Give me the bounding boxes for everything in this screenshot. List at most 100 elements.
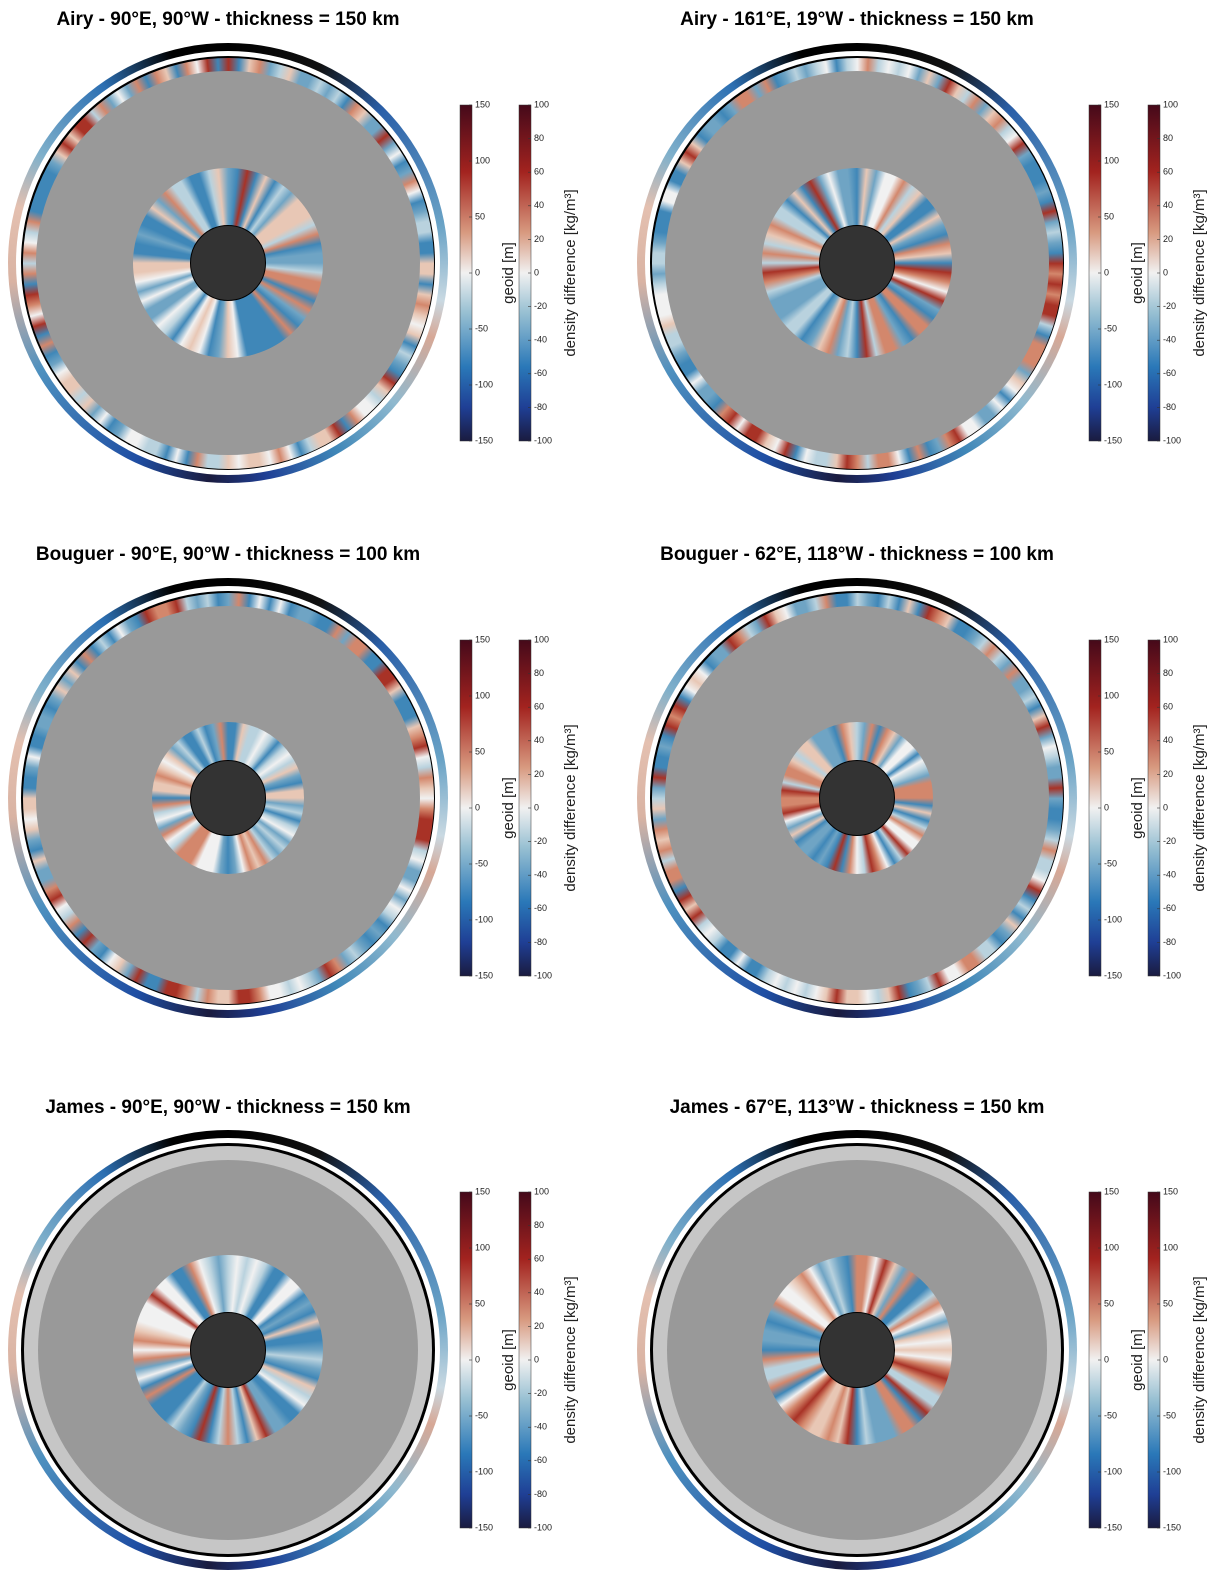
- colorbar-tick-label: 0: [1163, 267, 1168, 277]
- colorbar-tick-label: -60: [534, 368, 547, 378]
- colorbar-tick-label: -50: [1104, 1410, 1117, 1420]
- colorbar-tick-label: -40: [1163, 335, 1176, 345]
- colorbar-tick-label: 50: [475, 1298, 485, 1308]
- colorbar-tick-label: -100: [534, 970, 552, 980]
- colorbar-tick-label: -50: [475, 323, 488, 333]
- colorbar-tick-label: 20: [534, 769, 544, 779]
- panel-title: Bouguer - 62°E, 118°W - thickness = 100 …: [660, 544, 1054, 565]
- colorbar-tick-label: 150: [1104, 634, 1119, 644]
- colorbar-tick-label: -80: [534, 402, 547, 412]
- colorbar-tick-label: -100: [1104, 379, 1122, 389]
- colorbar-tick-label: -50: [475, 858, 488, 868]
- colorbar-tick-label: -80: [534, 937, 547, 947]
- colorbar-tick-label: 0: [534, 802, 539, 812]
- colorbar-tick-label: 0: [1163, 802, 1168, 812]
- colorbar-tick-label: -100: [534, 1522, 552, 1532]
- colorbar-tick-label: 80: [1163, 668, 1173, 678]
- colorbar-tick-label: 0: [1104, 267, 1109, 277]
- colorbar-tick-label: -20: [1163, 836, 1176, 846]
- colorbar-tick-label: 20: [1163, 234, 1173, 244]
- colorbar-tick-label: 100: [1104, 155, 1119, 165]
- colorbar-tick-label: 50: [1104, 1298, 1114, 1308]
- panel-title: James - 67°E, 113°W - thickness = 150 km: [670, 1097, 1045, 1118]
- figure: Airy - 90°E, 90°W - thickness = 150 km -1…: [0, 0, 1219, 1576]
- colorbar-tick-label: -50: [1104, 858, 1117, 868]
- colorbar-tick-label: -100: [1163, 435, 1181, 445]
- colorbar-tick-label: 50: [475, 211, 485, 221]
- colorbar-tick-label: -150: [1104, 435, 1122, 445]
- colorbar-tick-label: -60: [534, 1455, 547, 1465]
- colorbar-tick-label: 80: [534, 668, 544, 678]
- colorbar-tick-label: 100: [1104, 1242, 1119, 1252]
- colorbar-tick-label: -100: [475, 914, 493, 924]
- colorbar-tick-label: 100: [534, 99, 549, 109]
- colorbar-tick-label: 20: [534, 1321, 544, 1331]
- colorbar-label: density difference [kg/m³]: [562, 189, 579, 356]
- colorbar-tick-label: -150: [1163, 1522, 1181, 1532]
- colorbar-tick-label: -60: [1163, 903, 1176, 913]
- colorbar-tick-label: -80: [1163, 937, 1176, 947]
- colorbar-tick-label: 40: [1163, 200, 1173, 210]
- colorbar-label: density difference [kg/m³]: [1191, 724, 1208, 891]
- colorbar-tick-label: -40: [534, 1422, 547, 1432]
- colorbar-tick-label: 20: [534, 234, 544, 244]
- colorbar-tick-label: -100: [1104, 1466, 1122, 1476]
- colorbar-tick-label: 0: [534, 267, 539, 277]
- colorbar-tick-label: -80: [1163, 402, 1176, 412]
- colorbar-tick-label: -40: [534, 870, 547, 880]
- colorbar-label: geoid [m]: [500, 777, 517, 839]
- colorbar-tick-label: 100: [534, 634, 549, 644]
- colorbar-label: density difference [kg/m³]: [562, 1276, 579, 1443]
- colorbar-tick-label: 0: [534, 1354, 539, 1364]
- colorbar-tick-label: -20: [1163, 301, 1176, 311]
- chart: Airy - 90°E, 90°W - thickness = 150 km -1…: [0, 0, 1219, 1576]
- colorbar-tick-label: 40: [534, 200, 544, 210]
- panel-title: Airy - 90°E, 90°W - thickness = 150 km: [56, 9, 399, 30]
- colorbar-tick-label: -40: [534, 335, 547, 345]
- colorbar-tick-label: -60: [1163, 368, 1176, 378]
- colorbar-tick-label: 150: [1104, 1186, 1119, 1196]
- colorbar-tick-label: 0: [1104, 802, 1109, 812]
- colorbar-tick-label: -100: [1163, 970, 1181, 980]
- colorbar-tick-label: -100: [534, 435, 552, 445]
- colorbar-tick-label: -100: [475, 379, 493, 389]
- colorbar-tick-label: 80: [1163, 133, 1173, 143]
- colorbar-label: geoid [m]: [500, 1329, 517, 1391]
- colorbar-tick-label: 100: [1163, 99, 1178, 109]
- colorbar-label: geoid [m]: [500, 242, 517, 304]
- colorbar-label: density difference [kg/m³]: [1191, 1276, 1208, 1443]
- colorbar-tick-label: 100: [475, 1242, 490, 1252]
- colorbar-tick-label: -20: [534, 836, 547, 846]
- colorbar-tick-label: 100: [475, 690, 490, 700]
- colorbar-tick-label: 60: [1163, 167, 1173, 177]
- colorbar-tick-label: 60: [534, 1254, 544, 1264]
- colorbar-tick-label: -40: [1163, 870, 1176, 880]
- colorbar-tick-label: -50: [1104, 323, 1117, 333]
- colorbar-tick-label: -150: [1104, 970, 1122, 980]
- colorbar-tick-label: 50: [1163, 1298, 1173, 1308]
- panel-title: Airy - 161°E, 19°W - thickness = 150 km: [680, 9, 1034, 30]
- colorbar-tick-label: 80: [534, 133, 544, 143]
- colorbar-tick-label: 0: [475, 1354, 480, 1364]
- colorbar-label: density difference [kg/m³]: [562, 724, 579, 891]
- colorbar-tick-label: -20: [534, 301, 547, 311]
- colorbar-tick-label: 0: [475, 267, 480, 277]
- colorbar-tick-label: 50: [475, 746, 485, 756]
- colorbar-tick-label: 40: [534, 735, 544, 745]
- colorbar-tick-label: -150: [475, 1522, 493, 1532]
- colorbar-tick-label: 150: [1163, 1186, 1178, 1196]
- colorbar-tick-label: 100: [1104, 690, 1119, 700]
- colorbar-tick-label: 40: [534, 1287, 544, 1297]
- colorbar-tick-label: -150: [1104, 1522, 1122, 1532]
- colorbar-tick-label: -50: [1163, 1410, 1176, 1420]
- colorbar-tick-label: 100: [1163, 634, 1178, 644]
- colorbar-tick-label: 0: [1104, 1354, 1109, 1364]
- colorbar-tick-label: -60: [534, 903, 547, 913]
- colorbar-label: geoid [m]: [1129, 1329, 1146, 1391]
- colorbar-tick-label: 60: [1163, 702, 1173, 712]
- colorbar-tick-label: 40: [1163, 735, 1173, 745]
- colorbar-tick-label: -80: [534, 1489, 547, 1499]
- colorbar-tick-label: 0: [475, 802, 480, 812]
- colorbar-tick-label: -100: [1104, 914, 1122, 924]
- colorbar-tick-label: -50: [475, 1410, 488, 1420]
